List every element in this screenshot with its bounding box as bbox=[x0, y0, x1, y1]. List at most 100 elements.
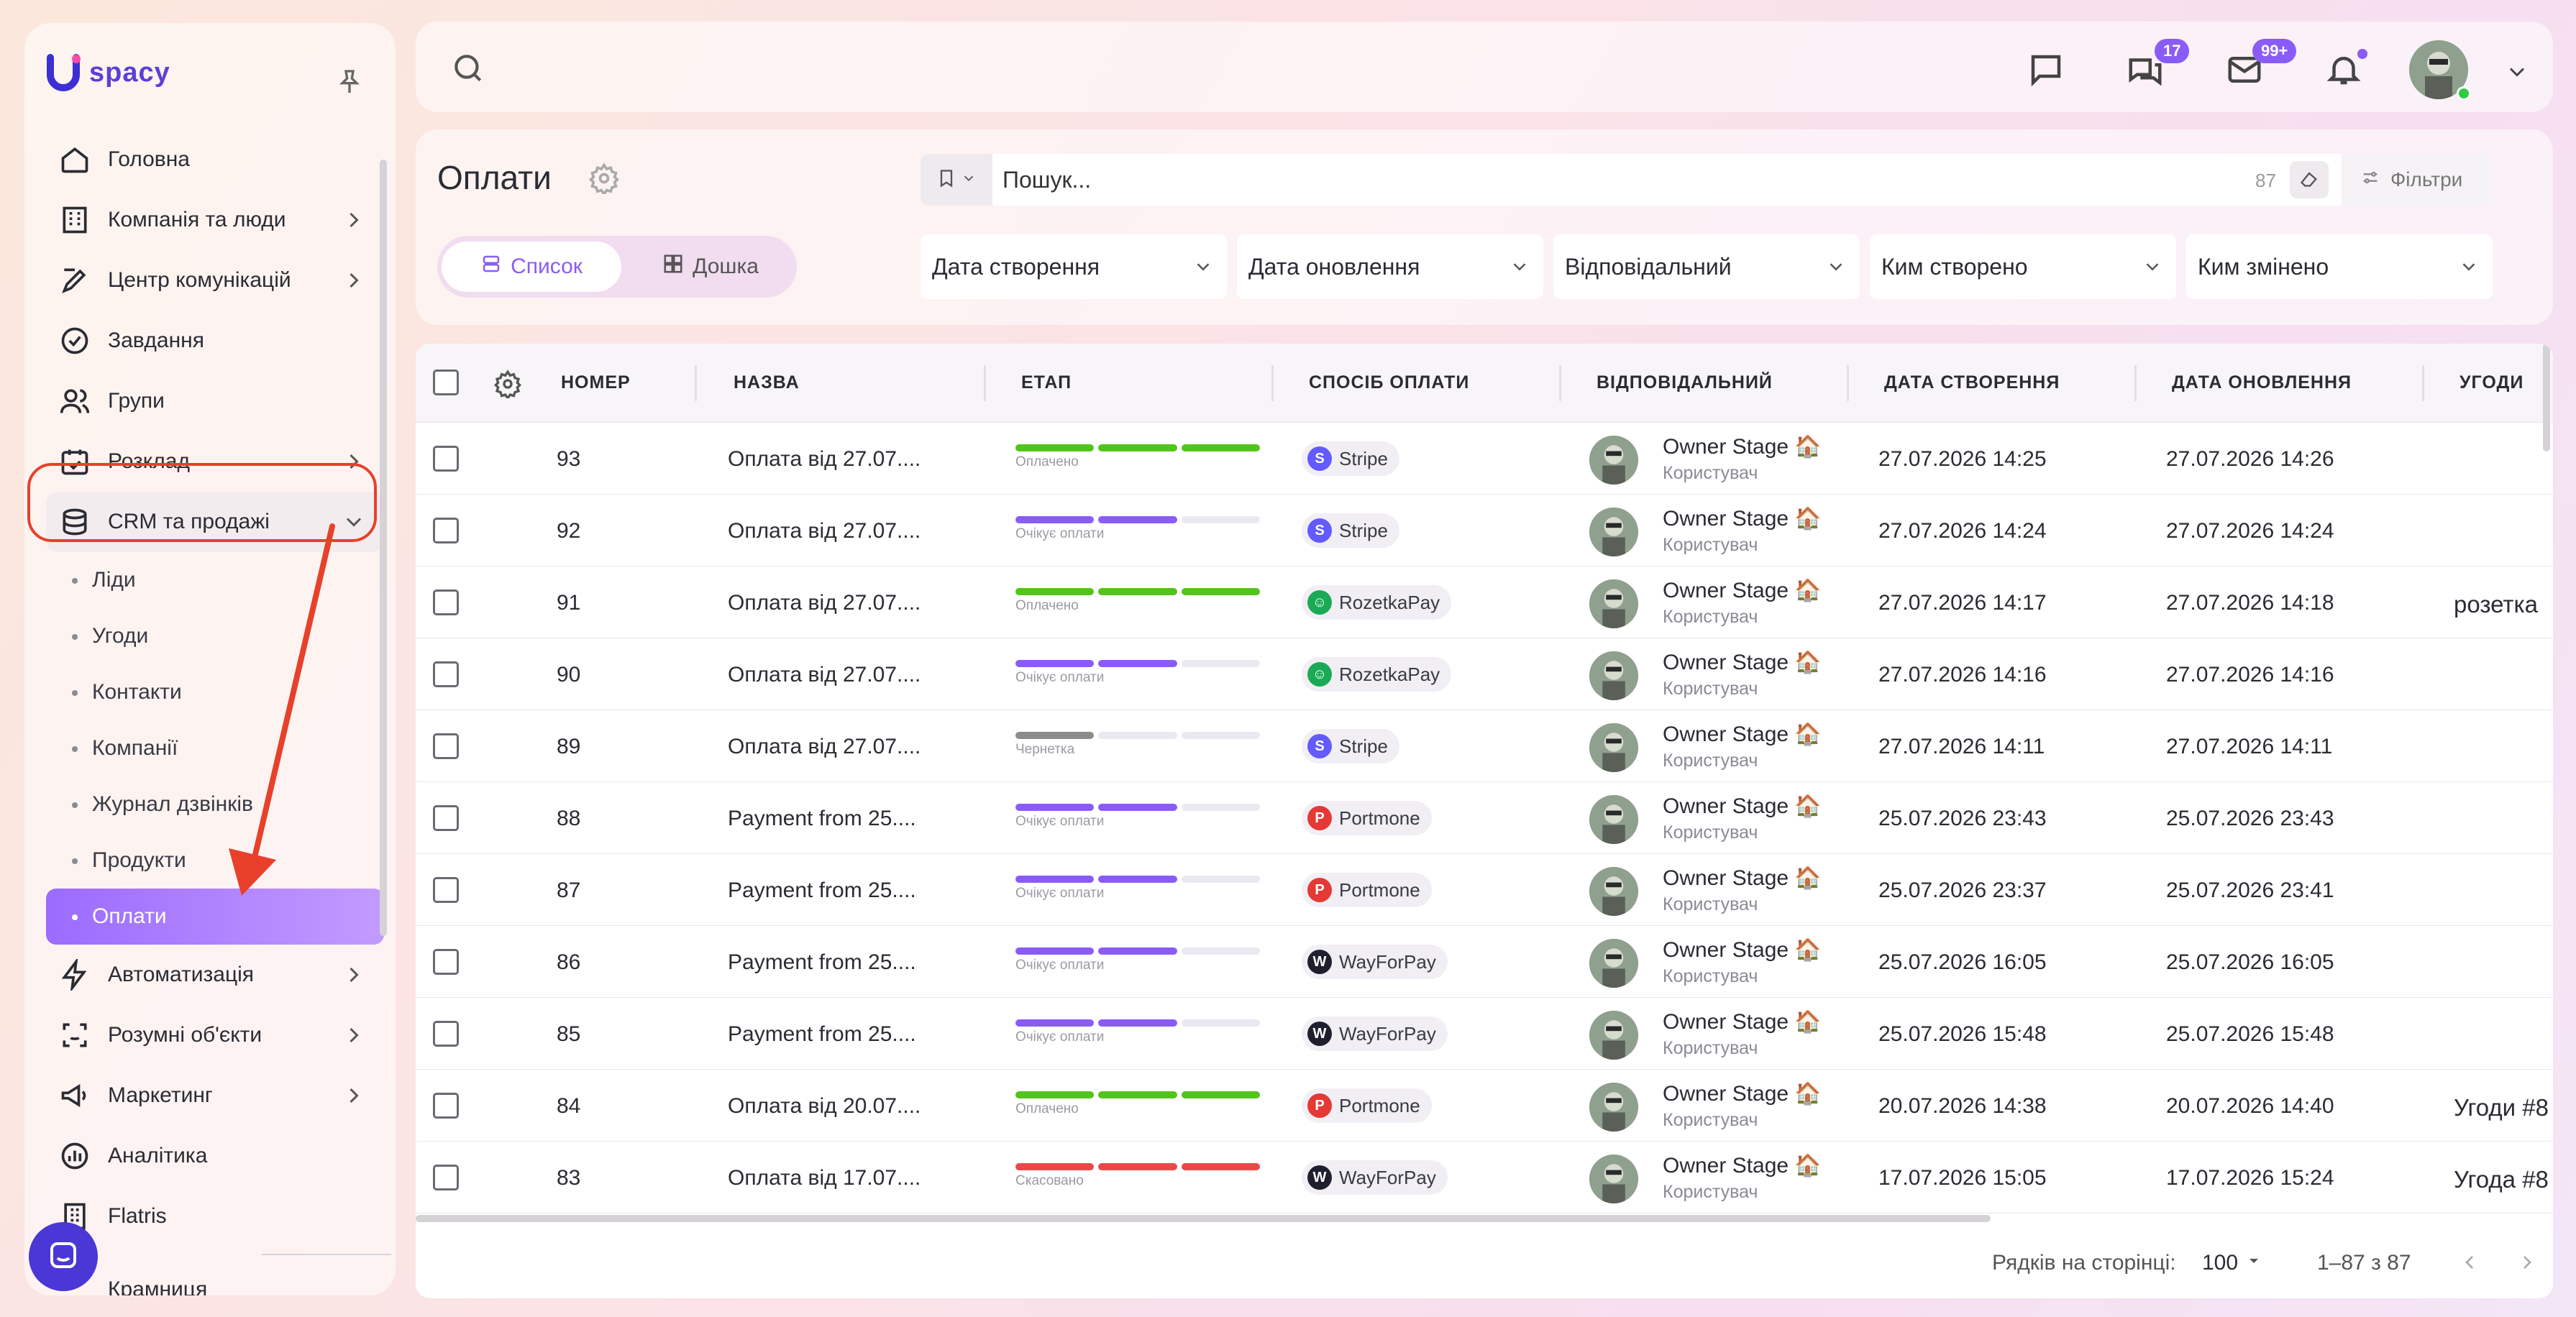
sidebar-subitem-leads[interactable]: Ліди bbox=[46, 552, 384, 608]
cell-deal[interactable]: Угода #8 bbox=[2454, 1166, 2549, 1193]
gear-icon[interactable] bbox=[493, 370, 522, 402]
sidebar-item-marketing[interactable]: Маркетинг bbox=[46, 1065, 384, 1126]
cell-name[interactable]: Оплата від 27.07.... bbox=[728, 735, 921, 758]
table-row[interactable]: 83 Оплата від 17.07.... Скасовано W WayF… bbox=[416, 1142, 2553, 1213]
row-checkbox[interactable] bbox=[433, 1165, 459, 1190]
next-page-icon[interactable] bbox=[2516, 1251, 2539, 1277]
column-divider[interactable] bbox=[984, 365, 986, 401]
user-avatar[interactable] bbox=[2409, 40, 2468, 99]
sidebar-item-flatris[interactable]: Flatris bbox=[46, 1186, 384, 1247]
sidebar-item-shop[interactable]: Крамниця bbox=[46, 1259, 384, 1295]
filter-updated-date[interactable]: Дата оновлення bbox=[1237, 234, 1543, 299]
row-checkbox[interactable] bbox=[433, 877, 459, 903]
cell-name[interactable]: Payment from 25.... bbox=[728, 807, 916, 830]
message-icon[interactable] bbox=[2027, 50, 2065, 89]
table-row[interactable]: 90 Оплата від 27.07.... Очікує оплати ☺ … bbox=[416, 638, 2553, 710]
bell-icon[interactable] bbox=[2324, 50, 2363, 89]
row-checkbox[interactable] bbox=[433, 1093, 459, 1119]
clear-search-button[interactable] bbox=[2290, 161, 2329, 198]
column-created[interactable]: ДАТА СТВОРЕННЯ bbox=[1884, 372, 2060, 393]
responsible-name[interactable]: Owner Stage 🏠 bbox=[1663, 938, 1822, 962]
column-divider[interactable] bbox=[1847, 365, 1849, 401]
column-name[interactable]: НАЗВА bbox=[734, 372, 800, 393]
cell-name[interactable]: Оплата від 27.07.... bbox=[728, 519, 921, 543]
column-deals[interactable]: УГОДИ bbox=[2459, 372, 2524, 393]
table-row[interactable]: 93 Оплата від 27.07.... Оплачено S Strip… bbox=[416, 423, 2553, 495]
table-row[interactable]: 91 Оплата від 27.07.... Оплачено ☺ Rozet… bbox=[416, 566, 2553, 638]
sidebar-item-schedule[interactable]: Розклад bbox=[46, 431, 384, 492]
sidebar-item-tasks[interactable]: Завдання bbox=[46, 311, 384, 371]
avatar[interactable] bbox=[1589, 1155, 1638, 1203]
responsible-name[interactable]: Owner Stage 🏠 bbox=[1663, 1082, 1822, 1106]
view-board-button[interactable]: Дошка bbox=[631, 242, 790, 292]
responsible-name[interactable]: Owner Stage 🏠 bbox=[1663, 435, 1822, 459]
sidebar-subitem-contacts[interactable]: Контакти bbox=[46, 664, 384, 720]
table-row[interactable]: 86 Payment from 25.... Очікує оплати W W… bbox=[416, 926, 2553, 998]
column-divider[interactable] bbox=[695, 365, 697, 401]
row-checkbox[interactable] bbox=[433, 733, 459, 759]
filters-button[interactable]: Фільтри bbox=[2342, 154, 2493, 206]
select-all-checkbox[interactable] bbox=[433, 370, 459, 395]
responsible-name[interactable]: Owner Stage 🏠 bbox=[1663, 1010, 1822, 1034]
sidebar-item-home[interactable]: Головна bbox=[46, 129, 384, 190]
sidebar-subitem-payments[interactable]: Оплати bbox=[46, 889, 384, 945]
responsible-name[interactable]: Owner Stage 🏠 bbox=[1663, 866, 1822, 890]
table-row[interactable]: 87 Payment from 25.... Очікує оплати P P… bbox=[416, 854, 2553, 926]
sidebar-item-communications[interactable]: Центр комунікацій bbox=[46, 250, 384, 311]
cell-name[interactable]: Payment from 25.... bbox=[728, 878, 916, 902]
cell-name[interactable]: Оплата від 17.07.... bbox=[728, 1166, 921, 1190]
vertical-scrollbar[interactable] bbox=[2543, 344, 2550, 451]
cell-name[interactable]: Payment from 25.... bbox=[728, 1022, 916, 1046]
column-payment-method[interactable]: СПОСІБ ОПЛАТИ bbox=[1309, 372, 1470, 393]
avatar[interactable] bbox=[1589, 508, 1638, 556]
column-number[interactable]: НОМЕР bbox=[561, 372, 631, 393]
sidebar-subitem-calls[interactable]: Журнал дзвінків bbox=[46, 776, 384, 832]
row-checkbox[interactable] bbox=[433, 589, 459, 615]
sidebar-item-analytics[interactable]: Аналітика bbox=[46, 1126, 384, 1186]
column-responsible[interactable]: ВІДПОВІДАЛЬНИЙ bbox=[1597, 372, 1773, 393]
avatar[interactable] bbox=[1589, 1083, 1638, 1132]
avatar[interactable] bbox=[1589, 939, 1638, 988]
filter-created-by[interactable]: Ким створено bbox=[1870, 234, 2176, 299]
avatar[interactable] bbox=[1589, 579, 1638, 628]
prev-page-icon[interactable] bbox=[2458, 1251, 2481, 1277]
row-checkbox[interactable] bbox=[433, 446, 459, 472]
sidebar-item-company[interactable]: Компанія та люди bbox=[46, 190, 384, 250]
cell-name[interactable]: Оплата від 27.07.... bbox=[728, 591, 921, 615]
row-checkbox[interactable] bbox=[433, 1021, 459, 1047]
horizontal-scrollbar[interactable] bbox=[416, 1215, 1991, 1222]
table-row[interactable]: 84 Оплата від 20.07.... Оплачено P Portm… bbox=[416, 1070, 2553, 1142]
filter-created-date[interactable]: Дата створення bbox=[921, 234, 1227, 299]
cell-deal[interactable]: розетка bbox=[2454, 591, 2538, 618]
table-row[interactable]: 88 Payment from 25.... Очікує оплати P P… bbox=[416, 782, 2553, 854]
pin-icon[interactable] bbox=[335, 68, 364, 96]
column-stage[interactable]: ЕТАП bbox=[1021, 372, 1072, 393]
view-list-button[interactable]: Список bbox=[442, 242, 621, 292]
sidebar-scrollbar[interactable] bbox=[380, 160, 387, 936]
responsible-name[interactable]: Owner Stage 🏠 bbox=[1663, 722, 1822, 746]
rows-per-page-select[interactable]: 100 bbox=[2202, 1251, 2262, 1275]
column-divider[interactable] bbox=[1559, 365, 1561, 401]
cell-deal[interactable]: Угоди #8 bbox=[2454, 1094, 2549, 1121]
filter-modified-by[interactable]: Ким змінено bbox=[2186, 234, 2493, 299]
avatar[interactable] bbox=[1589, 651, 1638, 700]
column-divider[interactable] bbox=[2134, 365, 2137, 401]
responsible-name[interactable]: Owner Stage 🏠 bbox=[1663, 507, 1822, 531]
avatar[interactable] bbox=[1589, 723, 1638, 772]
avatar[interactable] bbox=[1589, 436, 1638, 485]
sidebar-item-smart-objects[interactable]: Розумні об'єкти bbox=[46, 1005, 384, 1065]
column-divider[interactable] bbox=[2422, 365, 2424, 401]
sidebar-item-groups[interactable]: Групи bbox=[46, 371, 384, 431]
sidebar-subitem-deals[interactable]: Угоди bbox=[46, 608, 384, 664]
column-updated[interactable]: ДАТА ОНОВЛЕННЯ bbox=[2172, 372, 2352, 393]
chevron-down-icon[interactable] bbox=[2504, 59, 2530, 85]
cell-name[interactable]: Оплата від 27.07.... bbox=[728, 447, 921, 471]
cell-name[interactable]: Оплата від 20.07.... bbox=[728, 1094, 921, 1118]
support-chat-button[interactable] bbox=[29, 1222, 98, 1291]
responsible-name[interactable]: Owner Stage 🏠 bbox=[1663, 579, 1822, 602]
responsible-name[interactable]: Owner Stage 🏠 bbox=[1663, 794, 1822, 818]
avatar[interactable] bbox=[1589, 795, 1638, 844]
row-checkbox[interactable] bbox=[433, 949, 459, 975]
sidebar-subitem-companies[interactable]: Компанії bbox=[46, 720, 384, 776]
mail-icon[interactable] bbox=[2225, 50, 2264, 89]
